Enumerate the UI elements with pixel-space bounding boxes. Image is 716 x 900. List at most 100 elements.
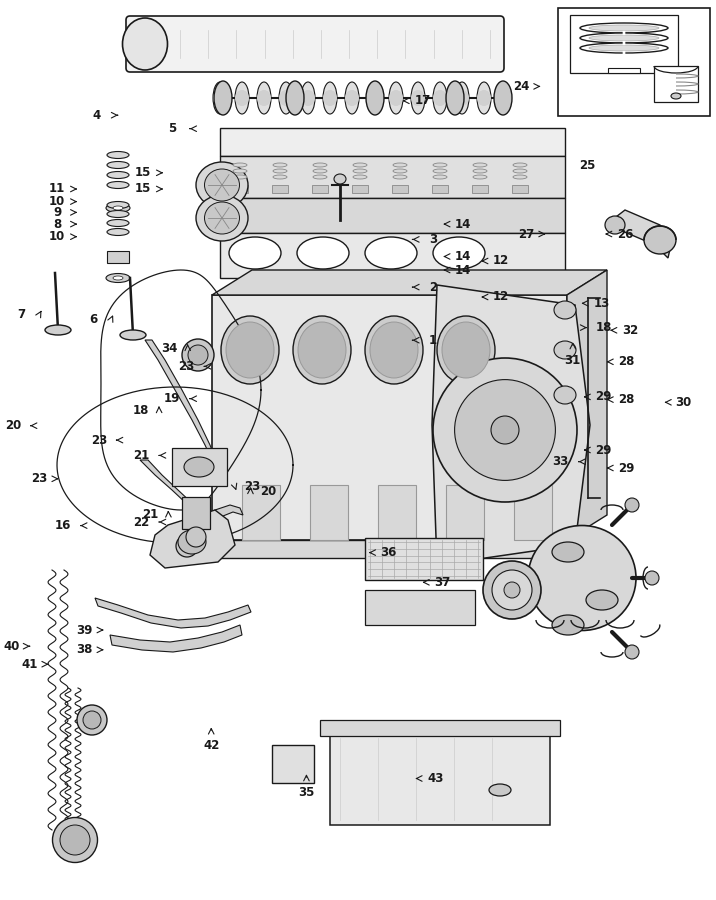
Ellipse shape (196, 162, 248, 208)
Ellipse shape (552, 615, 584, 635)
Text: 27: 27 (518, 228, 534, 240)
Ellipse shape (176, 535, 198, 557)
Text: 40: 40 (4, 640, 19, 652)
Text: 22: 22 (133, 516, 149, 528)
Text: 23: 23 (91, 434, 107, 446)
Ellipse shape (580, 33, 668, 43)
Ellipse shape (334, 174, 346, 184)
Text: 21: 21 (133, 449, 149, 462)
Text: 38: 38 (77, 644, 92, 656)
Bar (378, 485, 416, 540)
Polygon shape (185, 505, 243, 538)
Bar (232, 185, 248, 193)
Ellipse shape (586, 590, 618, 610)
Ellipse shape (513, 175, 527, 179)
Bar (320, 720, 560, 736)
Bar (352, 185, 368, 193)
Ellipse shape (370, 322, 418, 378)
Text: 23: 23 (178, 360, 194, 373)
Polygon shape (110, 625, 242, 652)
Bar (432, 185, 448, 193)
Ellipse shape (554, 341, 576, 359)
Bar (220, 128, 565, 156)
Text: 30: 30 (676, 396, 692, 409)
Ellipse shape (107, 182, 129, 188)
Text: 35: 35 (299, 786, 314, 798)
Text: 11: 11 (49, 183, 65, 195)
Ellipse shape (554, 301, 576, 319)
Bar (242, 485, 280, 540)
Ellipse shape (107, 172, 129, 178)
Text: 8: 8 (53, 218, 62, 230)
Ellipse shape (52, 817, 97, 862)
Text: 14: 14 (455, 264, 471, 276)
Text: 39: 39 (77, 624, 92, 636)
Ellipse shape (433, 169, 447, 173)
Text: 19: 19 (164, 392, 180, 405)
Ellipse shape (393, 163, 407, 167)
Ellipse shape (60, 825, 90, 855)
Bar (654, 66, 698, 102)
Bar (514, 485, 552, 540)
Ellipse shape (273, 163, 287, 167)
Ellipse shape (433, 90, 447, 106)
Ellipse shape (298, 322, 346, 378)
Text: 36: 36 (381, 546, 397, 559)
Text: 15: 15 (135, 183, 151, 195)
Ellipse shape (83, 711, 101, 729)
Ellipse shape (107, 229, 129, 236)
Ellipse shape (473, 175, 487, 179)
Ellipse shape (580, 43, 668, 53)
Polygon shape (145, 340, 216, 460)
Polygon shape (212, 270, 607, 295)
Ellipse shape (297, 237, 349, 269)
Text: 3: 3 (429, 233, 437, 246)
Ellipse shape (323, 82, 337, 114)
Ellipse shape (323, 90, 337, 106)
Ellipse shape (107, 211, 129, 218)
Text: 31: 31 (565, 354, 581, 366)
Ellipse shape (213, 82, 227, 114)
Ellipse shape (345, 90, 359, 106)
Text: 28: 28 (619, 356, 634, 368)
Text: 10: 10 (49, 230, 65, 243)
Bar (172, 448, 227, 486)
Text: 29: 29 (596, 444, 611, 456)
Ellipse shape (353, 163, 367, 167)
Text: 32: 32 (622, 324, 638, 337)
Text: 1: 1 (429, 334, 437, 346)
Ellipse shape (186, 527, 206, 547)
Polygon shape (140, 460, 206, 515)
Bar (272, 185, 288, 193)
Text: 23: 23 (245, 480, 261, 492)
Ellipse shape (625, 498, 639, 512)
Ellipse shape (257, 90, 271, 106)
Ellipse shape (389, 82, 403, 114)
Ellipse shape (625, 645, 639, 659)
Text: 41: 41 (22, 658, 38, 670)
Ellipse shape (554, 386, 576, 404)
Text: 18: 18 (133, 404, 149, 417)
Ellipse shape (455, 380, 556, 481)
Ellipse shape (589, 45, 659, 51)
Ellipse shape (214, 81, 232, 115)
Ellipse shape (473, 169, 487, 173)
Text: 43: 43 (427, 772, 443, 785)
Text: 34: 34 (162, 342, 178, 355)
Ellipse shape (492, 570, 532, 610)
Ellipse shape (446, 81, 464, 115)
Ellipse shape (494, 81, 512, 115)
Text: 29: 29 (619, 462, 634, 474)
Ellipse shape (455, 82, 469, 114)
Ellipse shape (644, 226, 676, 254)
Ellipse shape (433, 163, 447, 167)
Text: 33: 33 (553, 455, 569, 468)
Ellipse shape (257, 82, 271, 114)
Ellipse shape (504, 582, 520, 598)
Ellipse shape (235, 82, 249, 114)
Ellipse shape (483, 561, 541, 619)
Bar (446, 485, 484, 540)
Ellipse shape (233, 163, 247, 167)
Ellipse shape (313, 163, 327, 167)
Bar (107, 251, 129, 263)
